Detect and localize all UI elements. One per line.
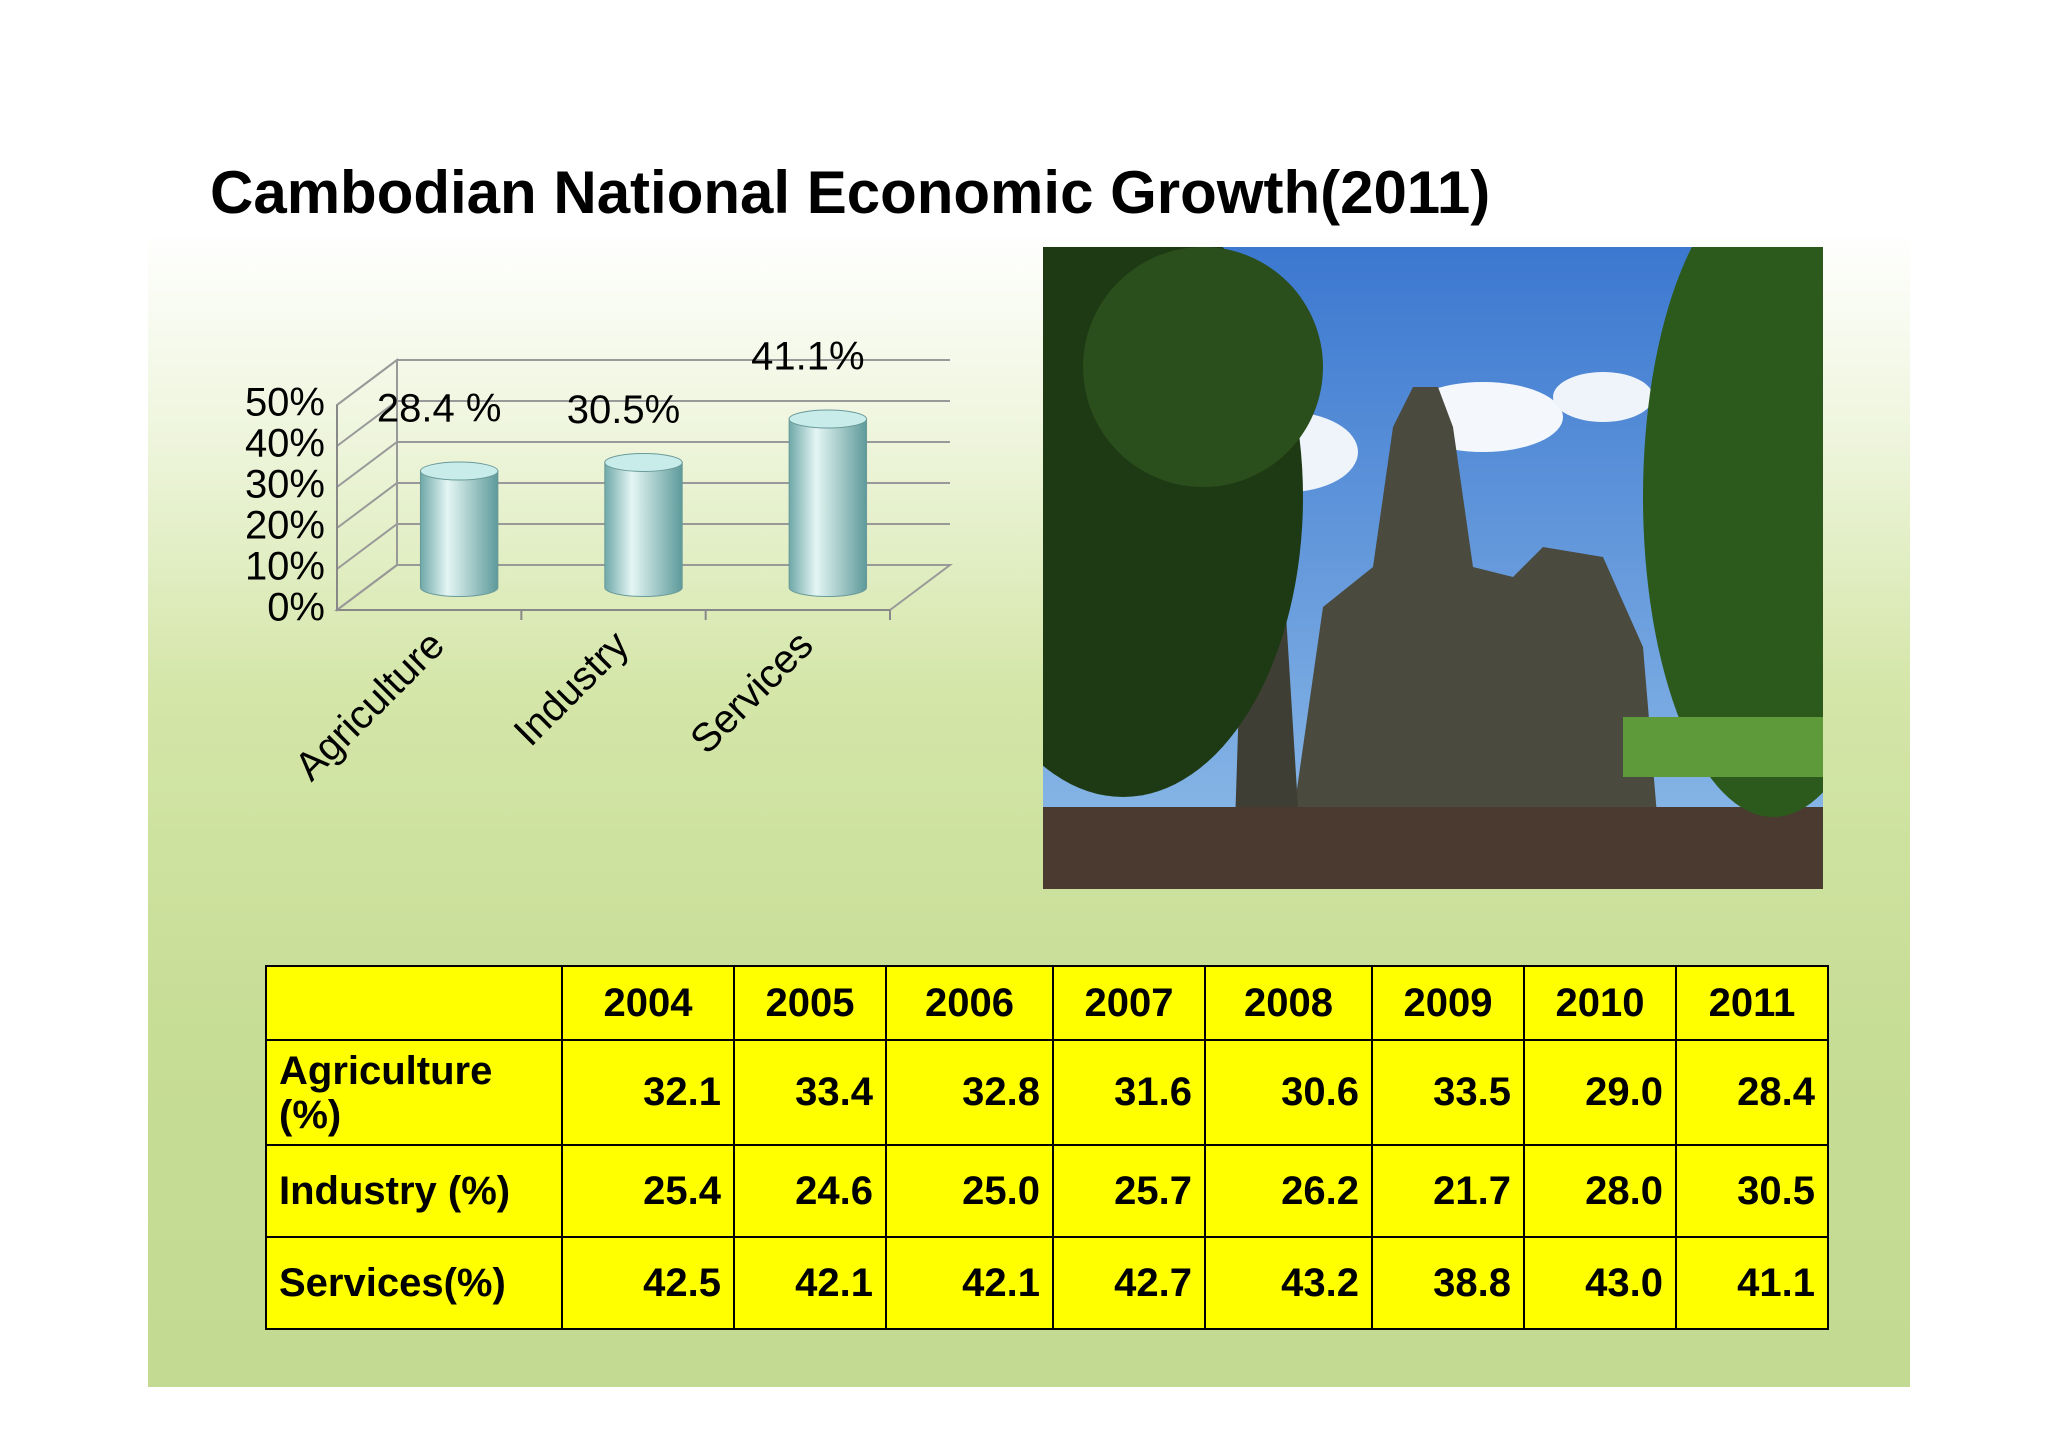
cell: 25.4 — [561, 1144, 735, 1238]
y-tick-label: 50% — [245, 381, 325, 425]
slide-title: Cambodian National Economic Growth(2011) — [210, 159, 1491, 226]
grid-line — [336, 523, 950, 570]
cell: 24.6 — [733, 1144, 887, 1238]
table-row: Industry (%) 25.4 24.6 25.0 25.7 26.2 21.7 28.0… — [265, 1144, 1829, 1238]
grid-line — [336, 441, 950, 488]
y-tick-label: 40% — [245, 422, 325, 466]
bar-top — [788, 409, 868, 429]
bar-body — [788, 418, 868, 597]
y-tick-label: 0% — [267, 586, 325, 630]
column-header: 2004 — [561, 965, 735, 1041]
x-tick-label: Services — [682, 623, 822, 763]
photo — [1043, 247, 1823, 889]
cell: 31.6 — [1052, 1039, 1206, 1146]
y-tick-label: 30% — [245, 463, 325, 507]
row-label: Agriculture (%) — [265, 1039, 563, 1146]
grid-line — [336, 482, 950, 529]
chart: 0%10%20%30%40%50% Agriculture 28.4 % Indust… — [245, 335, 953, 789]
y-tick-label: 20% — [245, 504, 325, 548]
column-header: 2005 — [733, 965, 887, 1041]
bar — [788, 409, 868, 597]
header-row: 2004 2005 2006 2007 2008 2009 2010 2011 — [265, 965, 1829, 1041]
grid-line — [336, 400, 950, 447]
cell: 42.1 — [733, 1236, 887, 1330]
cell: 32.8 — [885, 1039, 1054, 1146]
data-label: 30.5% — [567, 388, 680, 432]
row-label: Industry (%) — [265, 1144, 563, 1238]
grid-line — [336, 564, 950, 611]
bar — [419, 461, 499, 597]
cell: 33.4 — [733, 1039, 887, 1146]
cell: 43.0 — [1523, 1236, 1677, 1330]
data-table: 2004 2005 2006 2007 2008 2009 2010 2011 Agricult… — [265, 965, 1829, 1330]
bar-top — [419, 461, 499, 481]
cell: 28.0 — [1523, 1144, 1677, 1238]
cell: 25.7 — [1052, 1144, 1206, 1238]
cell: 42.7 — [1052, 1236, 1206, 1330]
bar-body — [419, 470, 499, 597]
table-row: Services(%) 42.5 42.1 42.1 42.7 43.2 38.8 43.0 4… — [265, 1236, 1829, 1330]
table-row: Agriculture (%) 32.1 33.4 32.8 31.6 30.6 33.5 2… — [265, 1039, 1829, 1146]
row-label: Services(%) — [265, 1236, 563, 1330]
column-header: 2009 — [1371, 965, 1525, 1041]
x-tick-label: Agriculture — [287, 623, 453, 789]
cell: 38.8 — [1371, 1236, 1525, 1330]
cell: 42.5 — [561, 1236, 735, 1330]
data-label: 41.1% — [751, 335, 864, 379]
y-tick-label: 10% — [245, 545, 325, 589]
cell: 42.1 — [885, 1236, 1054, 1330]
cell: 33.5 — [1371, 1039, 1525, 1146]
cell: 25.0 — [885, 1144, 1054, 1238]
cell: 32.1 — [561, 1039, 735, 1146]
cell: 30.6 — [1204, 1039, 1373, 1146]
column-header: 2007 — [1052, 965, 1206, 1041]
cell: 21.7 — [1371, 1144, 1525, 1238]
cell: 43.2 — [1204, 1236, 1373, 1330]
bar-body — [604, 461, 683, 597]
bar — [604, 452, 683, 597]
bar-top — [604, 452, 683, 472]
cell: 30.5 — [1675, 1144, 1829, 1238]
column-header: 2010 — [1523, 965, 1677, 1041]
grid-line — [336, 359, 950, 406]
cell: 28.4 — [1675, 1039, 1829, 1146]
column-header: 2008 — [1204, 965, 1373, 1041]
corner-cell — [265, 965, 563, 1041]
cell: 26.2 — [1204, 1144, 1373, 1238]
column-header: 2006 — [885, 965, 1054, 1041]
data-label: 28.4 % — [377, 387, 502, 431]
cell: 29.0 — [1523, 1039, 1677, 1146]
cell: 41.1 — [1675, 1236, 1829, 1330]
x-tick-label: Industry — [506, 623, 638, 755]
column-header: 2011 — [1675, 965, 1829, 1041]
